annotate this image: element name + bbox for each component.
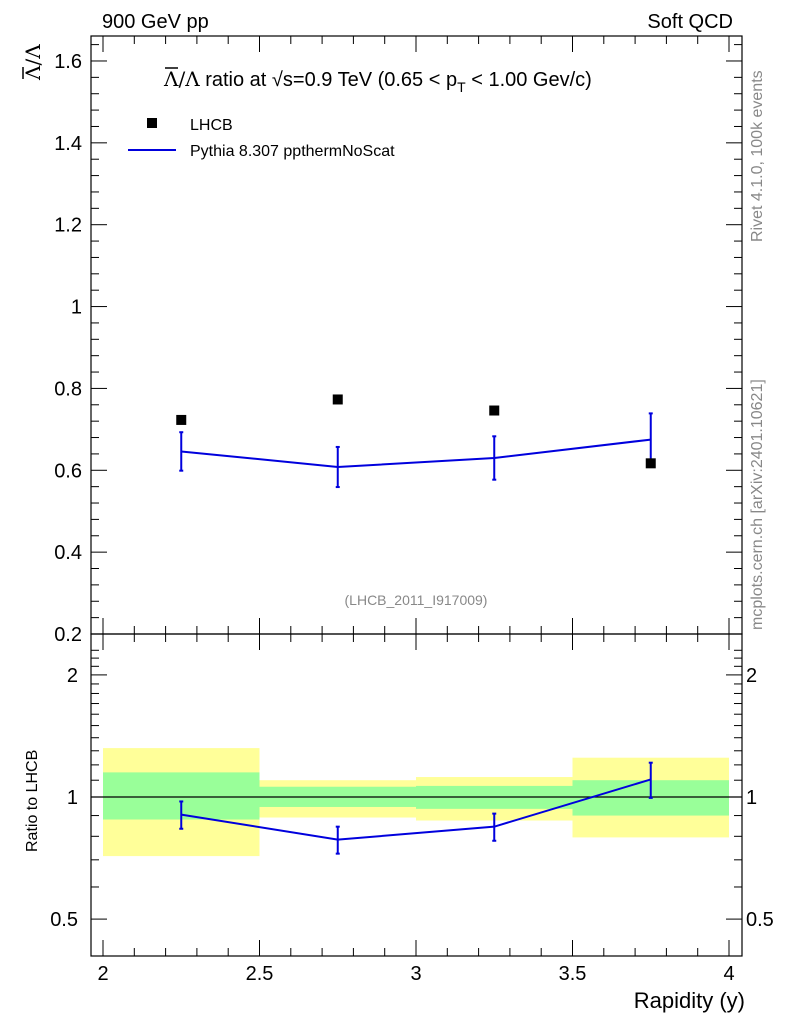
legend-mc-label: Pythia 8.307 ppthermNoScat [190,143,395,160]
x-tick-label: 3.5 [559,963,587,985]
title-lambda-bar: Λ [163,67,179,91]
legend-data-label: LHCB [190,117,233,134]
top-y-tick-label: 1.4 [54,133,82,155]
bottom-y-tick-label-right: 0.5 [746,909,774,931]
header-right-label: Soft QCD [647,11,733,33]
title-text-b: =0.9 TeV (0.65 < p [293,69,457,91]
bottom-panel: 2 2.5 3 3.5 4 0.5 0.5 1 1 2 2 [50,634,774,985]
legend-data-marker [147,118,157,128]
data-point [489,405,500,416]
x-tick-label: 3 [410,963,421,985]
top-ylabel-lambda: /Λ [21,44,45,66]
ratio-line [181,778,652,841]
bottom-y-tick-label-right: 1 [746,787,757,809]
title-lambda: /Λ [178,67,200,91]
bottom-y-tick-label-left: 1 [67,787,78,809]
svg-text:Λ/Λ: Λ/Λ [21,44,45,81]
x-tick-label: 2.5 [246,963,274,985]
top-y-tick-label: 1 [71,297,82,319]
bottom-ylabel: Ratio to LHCB [24,750,41,852]
x-tick-label: 4 [723,963,734,985]
rivet-version-label: Rivet 4.1.0, 100k events [749,70,766,242]
title-sqrt: √ [272,69,283,91]
mc-line [181,438,651,469]
bottom-y-tick-label-left: 0.5 [50,909,78,931]
data-point [332,394,343,405]
top-frame [90,35,743,635]
bottom-frame [90,633,743,957]
top-y-tick-label: 0.2 [54,624,82,646]
bottom-y-tick-label-left: 2 [67,665,78,687]
mcplots-reference-label: mcplots.cern.ch [arXiv:2401.10621] [749,379,766,630]
top-y-tick-label: 0.6 [54,460,82,482]
svg-text:Λ/Λ ratio at √s=0.9 TeV (0.65: Λ/Λ ratio at √s=0.9 TeV (0.65 < pT < 1.0… [163,67,592,95]
title-s: s [283,69,293,91]
header-left-label: 900 GeV pp [102,11,209,33]
top-ylabel: Λ/Λ [21,44,45,81]
top-y-tick-label: 1.2 [54,215,82,237]
x-tick-label: 2 [97,963,108,985]
top-y-tick-label: 0.4 [54,542,82,564]
legend: LHCB Pythia 8.307 ppthermNoScat [128,117,395,160]
top-panel: Λ/Λ ratio at √s=0.9 TeV (0.65 < pT < 1.0… [54,36,742,646]
top-ylabel-lambda-bar: Λ [21,65,45,81]
analysis-id-label: (LHCB_2011_I917009) [345,592,488,608]
x-axis-label: Rapidity (y) [634,988,745,1013]
bottom-y-tick-label-right: 2 [746,665,757,687]
title-text-c: < 1.00 Gev/c) [466,69,592,91]
top-y-tick-label: 0.8 [54,378,82,400]
plot-title: Λ/Λ ratio at √s=0.9 TeV (0.65 < pT < 1.0… [163,67,592,95]
title-text-a: ratio at [200,69,272,91]
data-point [176,414,187,425]
top-y-tick-label: 1.6 [54,51,82,73]
data-point [645,458,656,469]
title-pt-subscript: T [457,79,466,95]
